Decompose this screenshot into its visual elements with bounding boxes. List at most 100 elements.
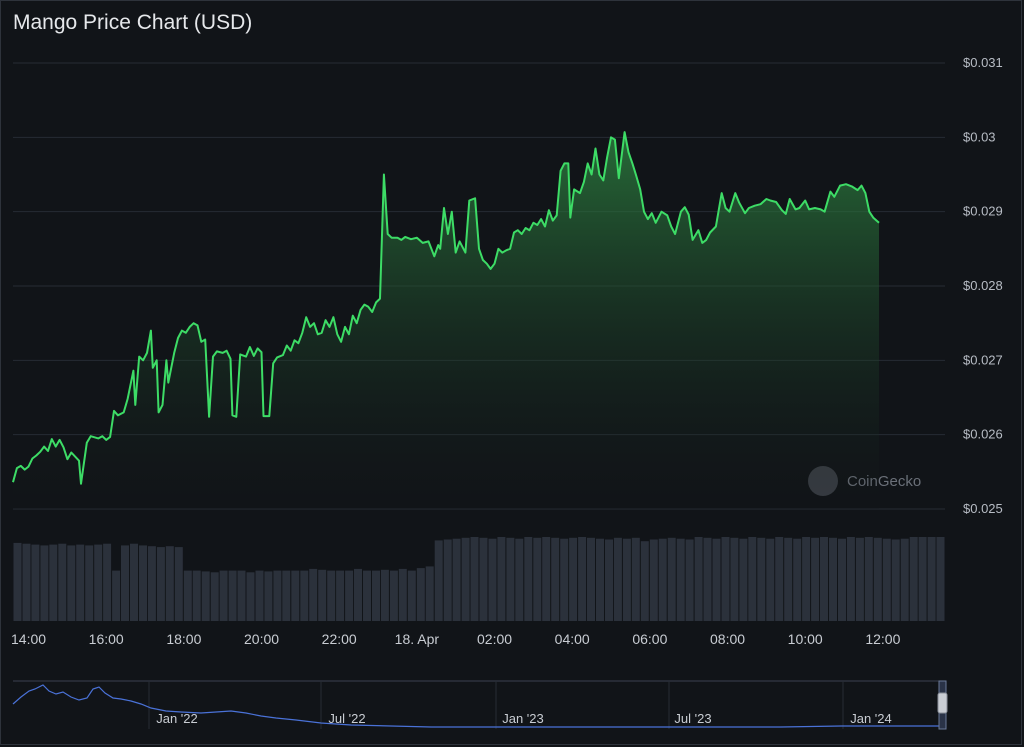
- navigator-handle[interactable]: [937, 692, 948, 714]
- volume-bar: [739, 538, 748, 621]
- volume-bar: [407, 570, 416, 621]
- volume-bar: [201, 571, 210, 621]
- volume-bar: [112, 570, 121, 621]
- x-tick-label: 14:00: [11, 631, 46, 647]
- y-tick-label: $0.027: [963, 352, 1003, 367]
- volume-bar: [703, 537, 712, 621]
- volume-bar: [300, 570, 309, 621]
- volume-bar: [882, 538, 891, 621]
- volume-bar: [22, 543, 31, 621]
- volume-bar: [578, 537, 587, 621]
- volume-bar: [380, 569, 389, 621]
- volume-bar: [255, 570, 264, 621]
- navigator-label: Jan '22: [156, 711, 198, 726]
- volume-bar: [273, 570, 282, 621]
- volume-bar: [676, 538, 685, 621]
- volume-bar: [631, 537, 640, 621]
- volume-bar: [156, 547, 165, 621]
- volume-bar: [506, 537, 515, 621]
- price-line[interactable]: [12, 131, 880, 485]
- navigator-label: Jul '23: [674, 711, 711, 726]
- x-tick-label: 18:00: [166, 631, 201, 647]
- volume-bar: [461, 537, 470, 621]
- volume-bar: [757, 537, 766, 621]
- volume-bar: [76, 544, 85, 621]
- volume-bar: [918, 537, 927, 621]
- y-tick-label: $0.029: [963, 204, 1003, 219]
- volume-bar: [694, 537, 703, 621]
- x-tick-label: 08:00: [710, 631, 745, 647]
- volume-bar: [927, 537, 936, 621]
- volume-bar: [291, 570, 300, 621]
- volume-bar: [210, 572, 219, 621]
- volume-bar: [425, 566, 434, 621]
- navigator-series: [12, 684, 939, 728]
- y-tick-label: $0.025: [963, 501, 1003, 516]
- y-tick-label: $0.03: [963, 129, 996, 144]
- x-tick-label: 04:00: [555, 631, 590, 647]
- volume-bar: [811, 537, 820, 621]
- volume-bar: [533, 537, 542, 621]
- volume-bar: [775, 537, 784, 621]
- x-tick-label: 22:00: [322, 631, 357, 647]
- volume-bar: [488, 538, 497, 621]
- volume-bar: [685, 539, 694, 621]
- volume-bar: [560, 538, 569, 621]
- volume-bar: [452, 538, 461, 621]
- volume-bar: [864, 537, 873, 621]
- volume-bar: [909, 537, 918, 621]
- volume-bar: [443, 539, 452, 621]
- volume-bar: [613, 537, 622, 621]
- volume-bar: [237, 570, 246, 621]
- volume-bar: [389, 570, 398, 621]
- volume-bar: [363, 570, 371, 621]
- volume-bar: [605, 539, 613, 621]
- volume-bar: [542, 537, 551, 621]
- volume-bar: [282, 570, 291, 621]
- volume-bar: [891, 539, 900, 621]
- x-tick-label: 20:00: [244, 631, 279, 647]
- x-tick-label: 06:00: [632, 631, 667, 647]
- volume-bar: [174, 547, 183, 621]
- x-tick-label: 10:00: [788, 631, 823, 647]
- volume-bar: [649, 539, 658, 621]
- volume-bar: [345, 570, 354, 621]
- volume-bar: [793, 538, 802, 621]
- volume-bar: [13, 542, 22, 621]
- x-tick-label: 16:00: [89, 631, 124, 647]
- volume-bar: [855, 537, 864, 621]
- volume-bar: [103, 543, 112, 621]
- volume-bar: [372, 570, 380, 621]
- volume-bar: [67, 545, 76, 621]
- volume-bar: [829, 537, 837, 621]
- volume-bar: [147, 546, 156, 621]
- volume-bar: [748, 537, 757, 621]
- volume-bar: [192, 570, 201, 621]
- volume-bar: [658, 538, 667, 621]
- volume-bar: [640, 541, 649, 621]
- volume-bar: [336, 570, 345, 621]
- x-tick-label: 18. Apr: [395, 631, 440, 647]
- navigator-label: Jan '23: [502, 711, 544, 726]
- volume-bar: [31, 544, 40, 621]
- volume-bar: [40, 545, 49, 621]
- price-area: [13, 132, 879, 509]
- volume-bar: [183, 570, 192, 621]
- volume-bar: [94, 544, 103, 621]
- volume-bar: [354, 568, 362, 621]
- volume-bar: [569, 537, 578, 621]
- volume-bar: [551, 537, 560, 621]
- volume-bar: [85, 545, 94, 621]
- volume-bar: [721, 537, 730, 621]
- volume-bar: [219, 570, 228, 621]
- volume-bar: [730, 537, 739, 621]
- volume-bar: [416, 568, 425, 621]
- volume-bar: [479, 537, 488, 621]
- volume-bar: [318, 569, 327, 621]
- volume-bar: [398, 568, 407, 621]
- volume-bar: [309, 568, 318, 621]
- volume-bar: [434, 540, 443, 621]
- volume-bar: [596, 538, 604, 621]
